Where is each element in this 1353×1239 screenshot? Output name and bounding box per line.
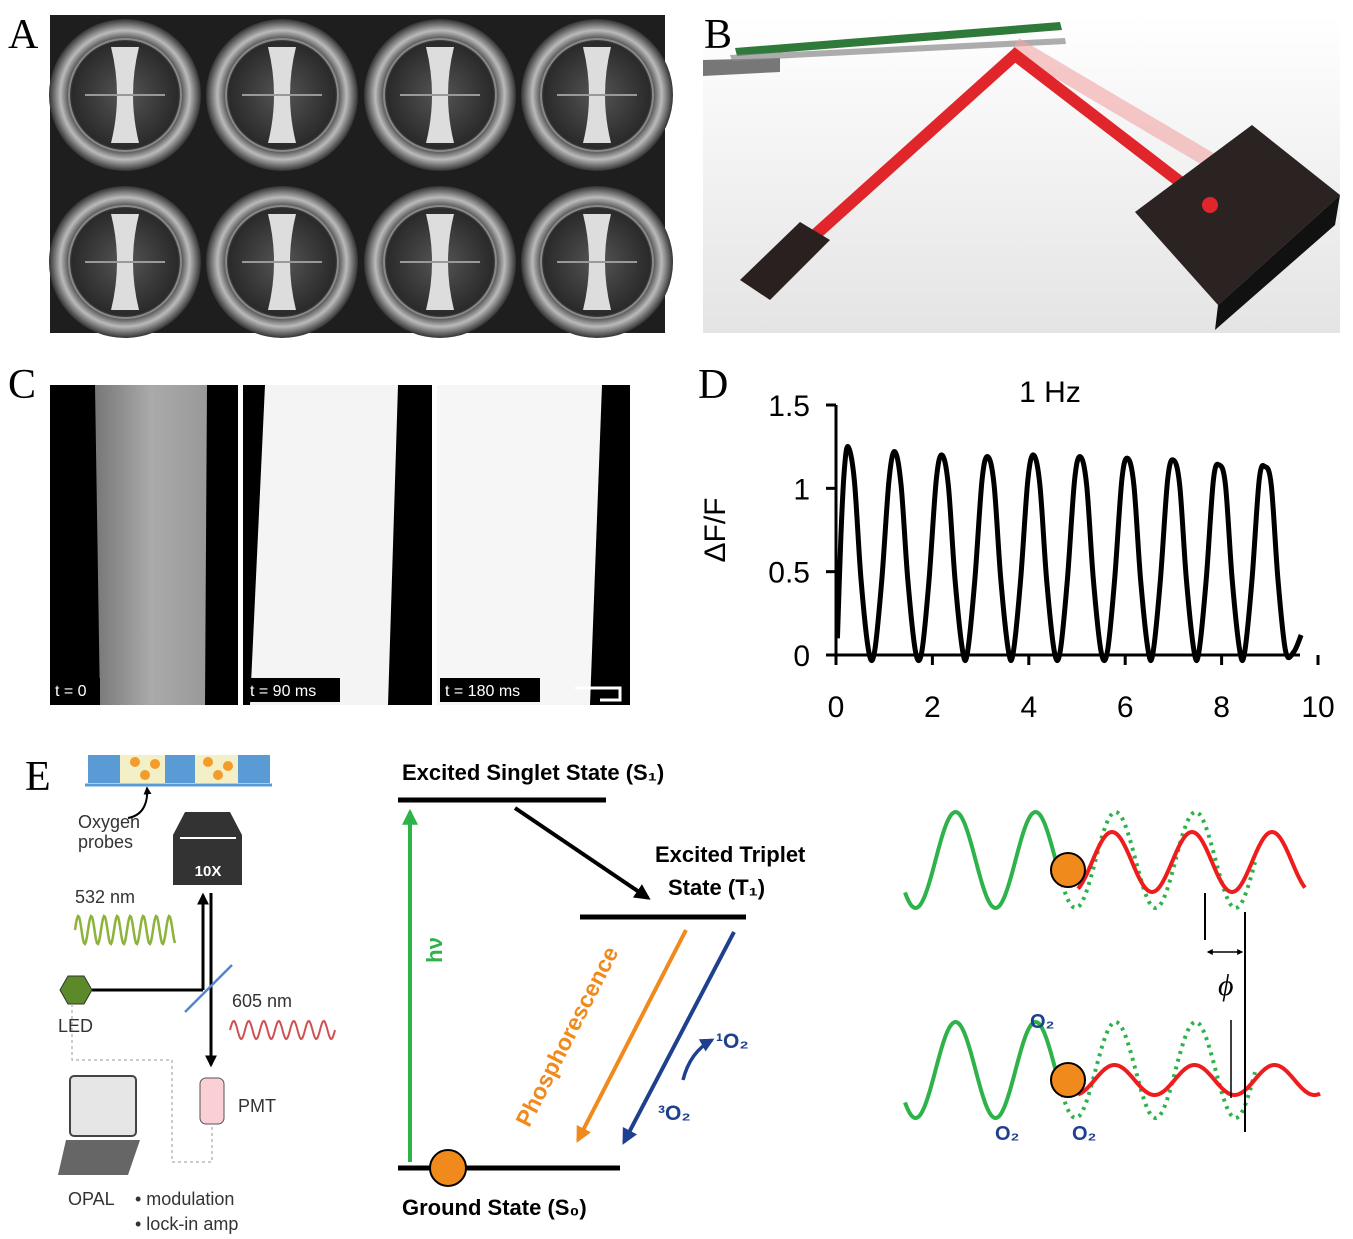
probe [213, 770, 223, 780]
phase-symbol: ϕ [1218, 969, 1234, 1002]
timestamp: t = 0 [55, 683, 87, 700]
computer-label: OPAL [68, 1189, 115, 1209]
x-tick-label: 6 [1117, 691, 1134, 724]
y-tick-label: 0.5 [768, 557, 810, 590]
laptop-screen [70, 1076, 136, 1136]
y-tick-label: 1 [793, 473, 810, 506]
oxygen-label: O₂ [1030, 1011, 1054, 1033]
body: t = 0 t = 90 ms t = 180 ms A B C D E 1 H… [0, 0, 1353, 1239]
panel-b [703, 15, 1340, 333]
panel-label: D [698, 362, 728, 408]
y-tick-label: 1.5 [768, 390, 810, 423]
oxygen-label: ³O₂ [658, 1102, 691, 1125]
laser-spot [1202, 197, 1218, 213]
absorption-label: hν [422, 937, 447, 963]
timestamp: t = 90 ms [250, 683, 316, 700]
x-tick-label: 8 [1213, 691, 1230, 724]
wavelength: 605 nm [232, 991, 292, 1011]
page: {"panel_labels": ["A", "B", "C", "D", "E… [0, 0, 1353, 1239]
probe-label: probes [78, 832, 133, 852]
probe [150, 759, 160, 769]
cell-band-2 [250, 385, 398, 705]
oxygen-label: O₂ [1072, 1123, 1096, 1145]
oxygen-label: ¹O₂ [716, 1030, 749, 1053]
cell-band-3 [437, 385, 602, 705]
probe [223, 761, 233, 771]
panel-a [49, 15, 673, 338]
y-tick-label: 0 [793, 640, 810, 673]
wavelength: 532 nm [75, 887, 135, 907]
feature: • modulation [135, 1189, 234, 1209]
y-axis-label: ΔF/F [699, 497, 732, 562]
pillar [238, 755, 270, 783]
state-label: State (T₁) [668, 875, 765, 900]
state-label: Excited Triplet [655, 842, 806, 867]
cell-band-1 [95, 385, 207, 705]
feature: • lock-in amp [135, 1214, 238, 1234]
panel-label: B [704, 12, 732, 58]
laptop-base [58, 1140, 140, 1175]
molecule [430, 1150, 466, 1186]
molecule [1051, 1063, 1085, 1097]
pillar [88, 755, 120, 783]
led-label: LED [58, 1016, 93, 1036]
x-tick-label: 10 [1301, 691, 1334, 724]
probe-label: Oxygen [78, 812, 140, 832]
probe [130, 757, 140, 767]
x-tick-label: 4 [1020, 691, 1037, 724]
panel-label: E [25, 754, 51, 800]
x-tick-label: 2 [924, 691, 941, 724]
panel-c: t = 0 t = 90 ms t = 180 ms [50, 385, 630, 705]
probe [203, 757, 213, 767]
state-label: Ground State (S₀) [402, 1195, 587, 1220]
chart-title: 1 Hz [1019, 376, 1081, 409]
state-label: Excited Singlet State (S₁) [402, 760, 664, 785]
x-tick-label: 0 [828, 691, 845, 724]
pmt-label: PMT [238, 1096, 276, 1116]
probe [140, 770, 150, 780]
pillar [165, 755, 195, 783]
figure: t = 0 t = 90 ms t = 180 ms A B C D E 1 H… [0, 0, 1353, 1239]
objective-label: 10X [195, 863, 222, 880]
timestamp: t = 180 ms [445, 683, 520, 700]
panel-label: C [8, 362, 36, 408]
panel-label: A [8, 12, 39, 58]
pmt [200, 1078, 224, 1124]
oxygen-label: O₂ [995, 1123, 1019, 1145]
molecule [1051, 853, 1085, 887]
